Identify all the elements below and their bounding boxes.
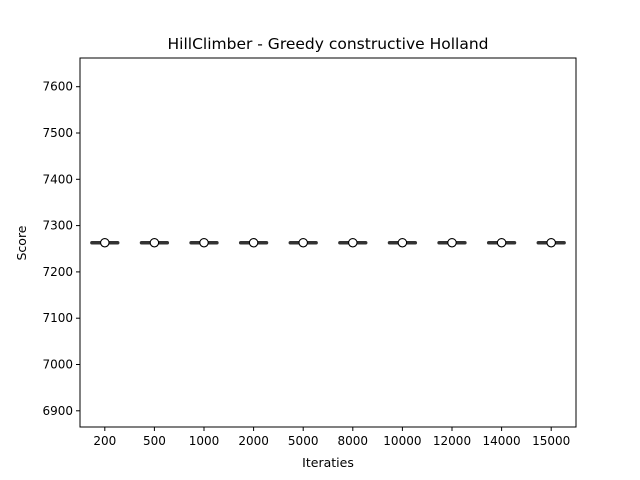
mean-marker-200: [100, 237, 110, 248]
x-tick-label: 8000: [338, 434, 369, 448]
x-tick-label: 2000: [238, 434, 269, 448]
x-tick-label: 12000: [433, 434, 471, 448]
y-tick-label: 7000: [42, 357, 73, 371]
mean-marker-2000: [248, 237, 259, 248]
plot-marks: [90, 237, 566, 248]
y-tick-label: 7100: [42, 311, 73, 325]
x-tick-label: 200: [93, 434, 116, 448]
x-tick-label: 15000: [532, 434, 570, 448]
y-tick-label: 7400: [42, 172, 73, 186]
mean-marker-12000: [447, 237, 457, 248]
mean-marker-1000: [199, 237, 209, 248]
y-tick-label: 7500: [42, 126, 73, 140]
chart-title: HillClimber - Greedy constructive Hollan…: [168, 35, 489, 53]
x-tick-label: 500: [143, 434, 166, 448]
x-tick-label: 14000: [483, 434, 521, 448]
x-tick-label: 5000: [288, 434, 319, 448]
y-tick-label: 7600: [42, 80, 73, 94]
y-axis-label: Score: [14, 225, 29, 260]
y-axis: 6900 7000 7100 7200 7300 7400 7500 7600: [42, 80, 80, 418]
x-tick-label: 1000: [189, 434, 220, 448]
mean-marker-500: [149, 237, 160, 248]
mean-marker-14000: [496, 237, 507, 248]
mean-marker-5000: [298, 237, 308, 248]
mean-marker-10000: [397, 237, 408, 248]
x-tick-label: 10000: [383, 434, 421, 448]
y-tick-label: 6900: [42, 404, 73, 418]
y-tick-label: 7300: [42, 219, 73, 233]
x-axis-label: Iteraties: [302, 455, 354, 470]
mean-marker-15000: [546, 237, 556, 248]
mean-marker-8000: [348, 237, 358, 248]
x-axis: 200 500 1000 2000 5000 8000 10000 12000 14000 150…: [93, 427, 570, 448]
plot-frame: [79, 57, 577, 428]
y-tick-label: 7200: [42, 265, 73, 279]
